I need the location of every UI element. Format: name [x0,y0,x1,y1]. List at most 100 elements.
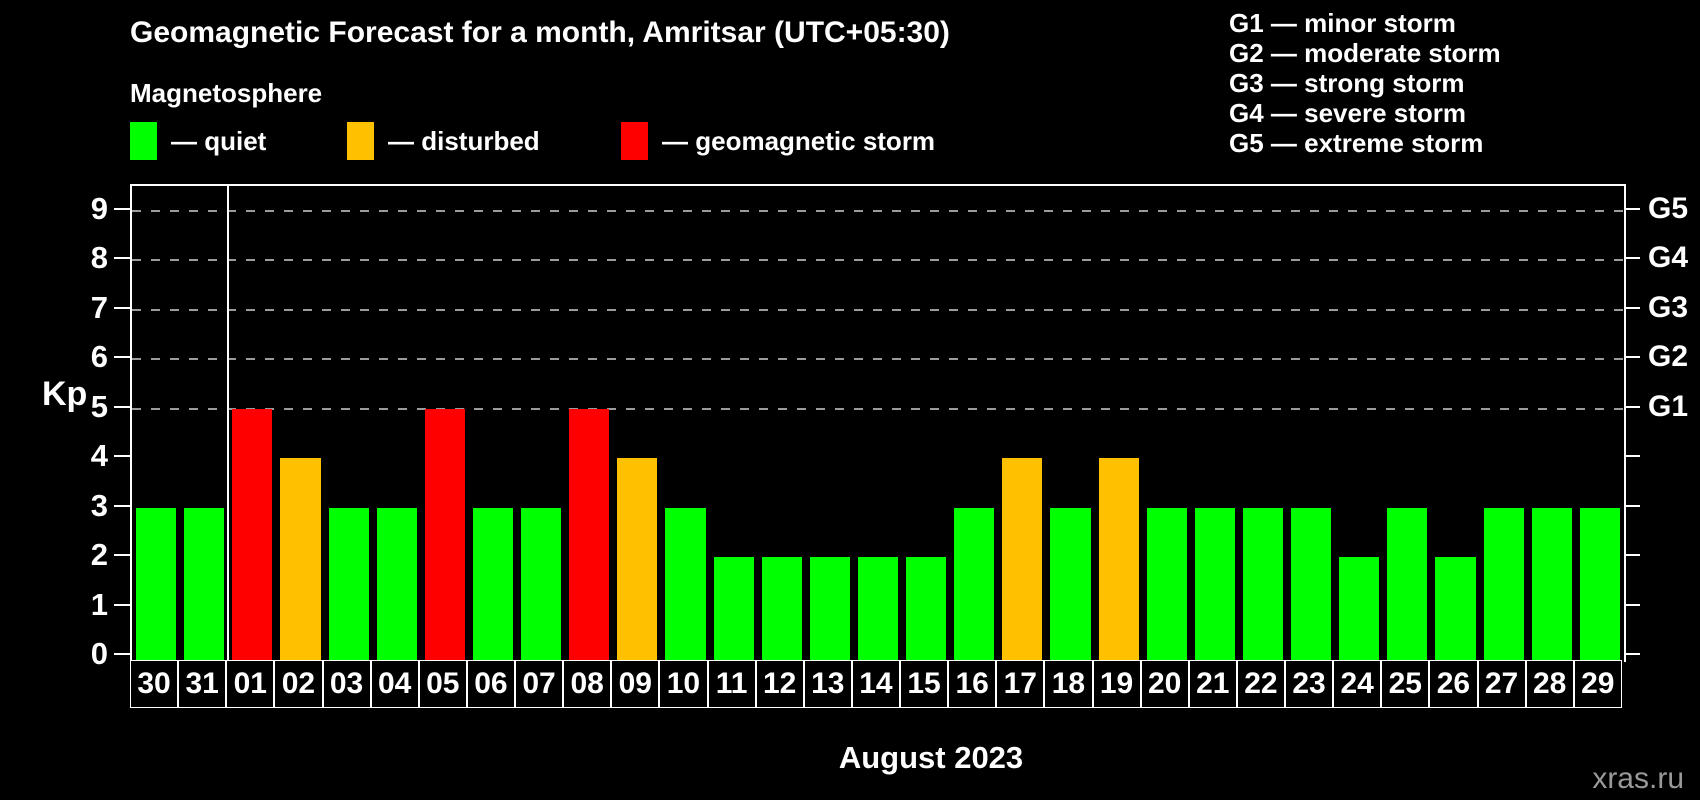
legend-item-quiet: — quiet [130,120,266,162]
day-label-22: 22 [1236,660,1285,708]
kp-bar-day-02 [280,458,321,662]
y-tick-label-4: 4 [90,438,108,473]
kp-bar-day-19 [1098,458,1139,662]
month-separator-line [227,186,230,662]
left-tick-kp8 [114,257,130,259]
kp-bar-day-24 [1339,557,1380,662]
day-label-03: 03 [322,660,371,708]
kp-bar-day-29 [1579,507,1620,662]
day-label-21: 21 [1188,660,1237,708]
left-tick-kp5 [114,405,130,408]
left-tick-kp9 [114,207,130,210]
day-label-20: 20 [1140,660,1189,708]
day-label-12: 12 [755,660,804,708]
day-label-06: 06 [466,660,515,708]
left-tick-kp3 [114,504,130,507]
watermark: xras.ru [1592,762,1684,795]
right-tick-kp3 [1624,504,1640,507]
storm-swatch [621,122,648,160]
right-tick-kp7 [1624,306,1640,309]
kp-bar-day-05 [424,408,465,662]
kp-bar-day-09 [617,458,658,662]
day-label-01: 01 [226,660,275,708]
y-tick-label-3: 3 [90,487,108,523]
day-label-04: 04 [370,660,419,708]
day-label-07: 07 [515,660,564,708]
legend-item-storm: — geomagnetic storm [621,120,935,162]
left-tick-kp6 [114,356,130,358]
gridline-kp8 [132,259,1624,261]
kp-bar-day-12 [761,557,802,662]
left-tick-kp4 [114,455,130,457]
legend-label-storm: — geomagnetic storm [662,125,936,156]
kp-bar-day-03 [328,507,369,662]
day-label-13: 13 [803,660,852,708]
right-tick-kp5 [1624,405,1640,408]
day-label-27: 27 [1477,660,1526,708]
kp-bar-day-25 [1387,507,1428,662]
left-tick-kp0 [114,653,130,655]
kp-bar-day-30 [136,507,177,662]
day-label-29: 29 [1573,660,1622,708]
day-label-23: 23 [1285,660,1334,708]
right-tick-kp6 [1624,356,1640,358]
day-label-17: 17 [996,660,1045,708]
right-tick-kp8 [1624,257,1640,259]
day-label-14: 14 [851,660,900,708]
legend-label-quiet: — quiet [171,125,267,156]
g-scale-line-g3: G3 — strong storm [1229,68,1465,98]
kp-bar-day-08 [569,408,610,662]
y-tick-label-9: 9 [90,190,108,226]
kp-bar-day-28 [1531,507,1572,662]
left-tick-kp7 [114,306,130,309]
day-label-25: 25 [1381,660,1430,708]
kp-bar-day-10 [665,507,706,662]
kp-bar-day-13 [809,557,850,662]
kp-bar-day-31 [184,507,225,662]
gridline-kp9 [132,209,1624,212]
right-tick-kp9 [1624,207,1640,210]
g-scale-line-g4: G4 — severe storm [1229,98,1467,128]
g-scale-line-g5: G5 — extreme storm [1229,128,1484,158]
kp-bar-day-11 [713,557,754,662]
y-tick-label-0: 0 [90,636,108,671]
disturbed-swatch [347,122,374,160]
day-label-10: 10 [659,660,708,708]
day-label-09: 09 [611,660,660,708]
kp-bar-day-01 [232,408,273,662]
day-label-28: 28 [1525,660,1574,708]
kp-bar-day-27 [1483,507,1524,662]
legend-item-disturbed: — disturbed [347,120,540,162]
g-label-g1: G1 [1648,389,1689,423]
y-tick-label-6: 6 [90,339,108,374]
x-axis-day-row: 30 31 01 02 03 04 05 06 07 08 09 10 11 12 13 14 15 16 17 18… [130,660,1622,708]
y-tick-label-1: 1 [90,586,108,622]
day-label-24: 24 [1333,660,1382,708]
g-label-g2: G2 [1648,340,1689,373]
chart-subtitle: Magnetosphere [130,78,323,108]
day-label-26: 26 [1429,660,1478,708]
day-label-11: 11 [707,660,756,708]
kp-bar-day-04 [376,507,417,662]
kp-axis-label: Kp [42,375,88,413]
kp-bar-day-23 [1291,507,1332,662]
right-tick-kp4 [1624,455,1640,457]
kp-bar-day-22 [1242,507,1284,662]
kp-bar-day-06 [472,507,514,662]
y-tick-label-8: 8 [90,240,108,275]
kp-bar-day-26 [1435,557,1476,662]
day-label-15: 15 [900,660,949,708]
day-label-19: 19 [1092,660,1141,708]
kp-bar-day-14 [857,557,899,662]
g-scale-line-g1: G1 — minor storm [1229,8,1456,38]
kp-bar-day-20 [1146,507,1187,662]
left-tick-kp1 [114,603,130,606]
kp-bar-day-17 [1002,458,1043,662]
day-label-05: 05 [418,660,467,708]
kp-bar-day-07 [521,507,562,662]
day-label-08: 08 [563,660,612,708]
legend-label-disturbed: — disturbed [388,125,540,156]
y-tick-label-2: 2 [90,537,108,572]
day-label-30: 30 [130,660,179,708]
kp-bar-day-18 [1050,507,1091,662]
